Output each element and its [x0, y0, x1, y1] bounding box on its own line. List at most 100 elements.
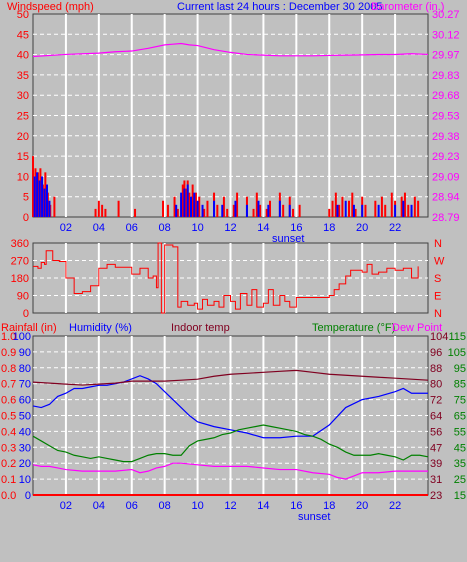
- temp-right-tick: 85: [454, 379, 466, 391]
- humidity-tick: 60: [19, 395, 31, 407]
- temp-right-tick: 95: [454, 363, 466, 375]
- temperature-label: Temperature (°F): [312, 322, 395, 334]
- barometer-y-tick: 29.53: [432, 111, 460, 123]
- temp-right-tick: 15: [454, 490, 466, 502]
- wind-x-tick: 02: [60, 222, 72, 234]
- rain-tick: 0.7: [1, 379, 16, 391]
- wind-y-tick: 40: [17, 50, 29, 62]
- rain-tick: 1.0: [1, 331, 16, 343]
- direction-series: [33, 242, 419, 314]
- humidity-tick: 50: [19, 411, 31, 423]
- wind-panel: Windspeed (mph) Current last 24 hours : …: [7, 1, 460, 245]
- wind-x-ticks: 02 04 06 08 10 12 14 16 18 20 22: [60, 222, 401, 234]
- temp-right-tick: 35: [454, 458, 466, 470]
- barometer-y-tick: 29.09: [432, 171, 460, 183]
- barometer-y-tick: 29.83: [432, 70, 460, 82]
- humidity-tick: 10: [19, 474, 31, 486]
- temp-x-tick: 06: [126, 500, 138, 512]
- rainfall-label: Rainfall (in): [1, 322, 57, 334]
- wind-y-tick: 45: [17, 29, 29, 41]
- humidity-tick: 80: [19, 363, 31, 375]
- wind-series: [32, 42, 429, 217]
- temp-right-tick: 75: [454, 395, 466, 407]
- rain-tick: 0.4: [1, 426, 16, 438]
- temp-x-tick: 16: [290, 500, 302, 512]
- temp-left-tick: 104: [430, 331, 448, 343]
- wind-y-tick: 5: [23, 192, 29, 204]
- wind-x-tick: 06: [126, 222, 138, 234]
- temp-right-tick: 25: [454, 474, 466, 486]
- temp-left-tick: 23: [430, 490, 442, 502]
- temp-panel: Rainfall (in) Humidity (%) Indoor temp T…: [1, 322, 466, 523]
- barometer-line: [32, 42, 429, 58]
- barometer-y-tick: 29.38: [432, 131, 460, 143]
- rain-tick: 0.2: [1, 458, 16, 470]
- wind-left-axis-label: Windspeed (mph): [7, 1, 94, 13]
- barometer-y-tick: 30.27: [432, 9, 460, 21]
- chart-title: Current last 24 hours : December 30 2005: [177, 1, 382, 13]
- temp-series: [32, 369, 429, 496]
- temp-x-tick: 10: [191, 500, 203, 512]
- direction-y-tick: 180: [11, 273, 29, 285]
- rain-tick: 0.5: [1, 411, 16, 423]
- temp-left-tick: 80: [430, 379, 442, 391]
- humidity-tick: 100: [13, 331, 31, 343]
- wind-x-tick: 18: [323, 222, 335, 234]
- humidity-tick: 70: [19, 379, 31, 391]
- temp-left-tick: 31: [430, 474, 442, 486]
- temp-right-tick: 105: [448, 347, 466, 359]
- temp-x-tick: 14: [257, 500, 269, 512]
- wind-y-tick: 50: [17, 9, 29, 21]
- temp-right-tick: 115: [448, 331, 466, 343]
- temp-x-tick: 08: [159, 500, 171, 512]
- wind-x-tick: 10: [191, 222, 203, 234]
- humidity-tick: 90: [19, 347, 31, 359]
- temp-left-tick: 72: [430, 395, 442, 407]
- rain-tick: 0.6: [1, 395, 16, 407]
- rain-tick: 0.9: [1, 347, 16, 359]
- wind-x-tick: 14: [257, 222, 269, 234]
- temp-left-tick: 88: [430, 363, 442, 375]
- temp-left-tick: 39: [430, 458, 442, 470]
- direction-y-ticks: 360 270 180 90 0: [11, 238, 29, 320]
- humidity-tick: 30: [19, 442, 31, 454]
- wind-y-tick: 0: [23, 212, 29, 224]
- direction-y-tick: 270: [11, 256, 29, 268]
- wind-x-tick: 08: [159, 222, 171, 234]
- wind-y-tick: 20: [17, 131, 29, 143]
- humidity-label: Humidity (%): [69, 322, 132, 334]
- rain-tick: 0.0: [1, 490, 16, 502]
- barometer-y-tick: 29.97: [432, 50, 460, 62]
- temp-grid: [33, 336, 428, 495]
- rain-tick: 0.8: [1, 363, 16, 375]
- indoor-temp-label: Indoor temp: [171, 322, 230, 334]
- dew-point-line: [32, 462, 428, 480]
- compass-tick: S: [434, 273, 441, 285]
- compass-tick: W: [434, 256, 445, 268]
- humidity-tick: 40: [19, 426, 31, 438]
- barometer-y-tick: 28.94: [432, 192, 460, 204]
- temp-right-tick: 45: [454, 442, 466, 454]
- wind-x-tick: 22: [389, 222, 401, 234]
- temp-left-tick: 96: [430, 347, 442, 359]
- wind-y-tick: 30: [17, 90, 29, 102]
- temp-x-ticks: 02 04 06 08 10 12 14 16 18 20 22: [60, 500, 401, 512]
- barometer-axis-label: Barometer (in.): [371, 1, 444, 13]
- humidity-tick: 20: [19, 458, 31, 470]
- wind-x-tick: 16: [290, 222, 302, 234]
- temp-right-tick: 55: [454, 426, 466, 438]
- direction-y-tick: 0: [23, 308, 29, 320]
- rain-tick: 0.1: [1, 474, 16, 486]
- indoor-temp-line: [32, 369, 429, 386]
- wind-y-tick: 15: [17, 151, 29, 163]
- wind-x-tick: 20: [356, 222, 368, 234]
- wind-y-tick: 10: [17, 171, 29, 183]
- temp-left-tick: 47: [430, 442, 442, 454]
- temp-right-tick: 65: [454, 411, 466, 423]
- direction-grid: [33, 243, 428, 313]
- temp-left-tick: 56: [430, 426, 442, 438]
